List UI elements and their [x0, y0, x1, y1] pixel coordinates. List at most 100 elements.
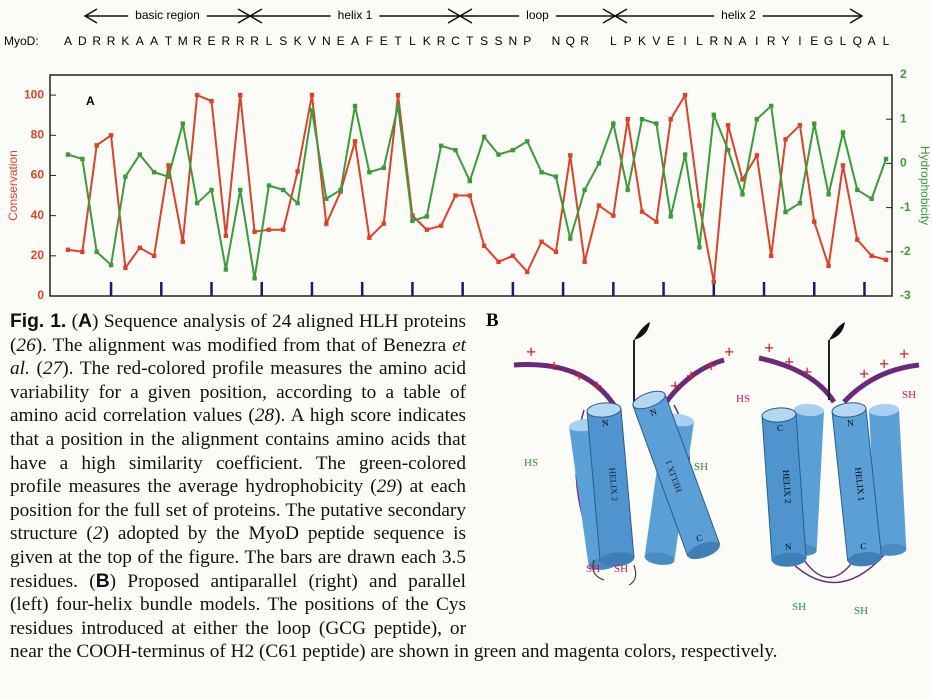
point — [209, 187, 214, 193]
y-tick-label: 0 — [37, 288, 44, 302]
point — [654, 121, 659, 126]
point — [812, 121, 817, 126]
point — [568, 236, 573, 241]
cys-label: HS — [524, 457, 538, 469]
terminus: C — [777, 423, 784, 433]
y2-axis-label: Hydrophobicity — [918, 146, 932, 225]
residue: E — [667, 34, 675, 48]
residue: V — [308, 34, 316, 48]
residue: P — [523, 34, 531, 48]
caption-text: ) Sequence analysis of 24 aligned HLH pr… — [10, 311, 466, 356]
point — [883, 257, 889, 263]
y-axis-label: Conservation — [6, 150, 20, 221]
point — [812, 219, 817, 224]
point — [94, 249, 99, 254]
charge: + — [549, 356, 559, 376]
point — [668, 214, 673, 219]
residue: K — [294, 34, 302, 48]
point — [94, 143, 99, 148]
caption-text: ( — [66, 311, 79, 332]
y-tick-label: 80 — [31, 127, 45, 141]
point — [238, 187, 243, 193]
right-model: HELIX 2 C N HELIX 1 N C HS SH SH SH + + … — [736, 322, 920, 617]
cys-label: SH — [614, 563, 628, 575]
residue: N — [322, 34, 331, 48]
cys-label: HS — [736, 393, 750, 405]
region-label: helix 2 — [721, 8, 756, 22]
residue: R — [437, 34, 446, 48]
point — [223, 233, 229, 238]
caption-text: ) adopted by the MyoD peptide sequence i… — [10, 523, 466, 592]
residue: N — [552, 34, 561, 48]
point — [137, 152, 142, 157]
panel-label: A — [86, 94, 95, 108]
residue: T — [394, 34, 402, 48]
residue: A — [64, 34, 72, 48]
point — [410, 218, 415, 224]
point — [295, 200, 300, 206]
residue: A — [738, 34, 746, 48]
caption-text: 29 — [376, 476, 396, 498]
cys-label: SH — [902, 389, 916, 401]
point — [223, 267, 229, 272]
residue: R — [250, 34, 259, 48]
caption-text: ). A high score indicates that a positio… — [10, 405, 466, 498]
series-line — [67, 103, 887, 279]
y2-tick-label: -2 — [900, 244, 911, 258]
label-bg — [128, 7, 207, 25]
point — [123, 265, 128, 271]
residue: L — [610, 34, 617, 48]
point — [668, 117, 673, 122]
point — [151, 170, 157, 175]
arrow-head — [613, 8, 864, 24]
point — [783, 209, 788, 215]
point — [855, 187, 860, 193]
residue: S — [279, 34, 287, 48]
residue: C — [451, 34, 460, 48]
point — [797, 200, 803, 206]
terminus: N — [785, 541, 793, 551]
terminus: N — [601, 418, 609, 429]
point — [309, 108, 315, 113]
point — [596, 203, 602, 208]
point — [252, 276, 257, 281]
terminus: N — [649, 406, 659, 418]
point — [137, 245, 142, 250]
caption-text: 26 — [16, 334, 36, 356]
point — [869, 253, 874, 259]
point — [266, 227, 272, 232]
point — [108, 262, 114, 268]
cys-label: SH — [854, 605, 868, 617]
point — [238, 92, 243, 98]
residue: A — [136, 34, 144, 48]
point — [568, 153, 573, 158]
residue: L — [696, 34, 703, 48]
point — [539, 239, 544, 244]
residue: Q — [853, 34, 862, 48]
point — [783, 137, 788, 142]
point — [481, 134, 487, 140]
residue: E — [208, 34, 216, 48]
charge: + — [764, 338, 774, 358]
point — [611, 213, 616, 218]
point — [481, 243, 487, 248]
point — [596, 161, 602, 166]
caption-text: ). The alignment was modified from that … — [35, 334, 453, 356]
residue: G — [824, 34, 833, 48]
label-bg — [330, 7, 380, 25]
label-bg — [519, 7, 556, 25]
point — [381, 165, 386, 171]
residue: R — [193, 34, 202, 48]
left-model: HELIX 2 N HELIX 1 N C SH SH HS SH + + + … — [513, 322, 734, 586]
charge: + — [592, 376, 602, 396]
residue: V — [652, 34, 660, 48]
point — [869, 196, 874, 201]
point — [539, 170, 544, 175]
helix-label: HELIX 2 — [781, 469, 793, 503]
point — [281, 227, 286, 232]
point — [352, 103, 358, 109]
residue: E — [337, 34, 345, 48]
residue: R — [709, 34, 718, 48]
caption-text: 28 — [254, 405, 275, 427]
point — [725, 123, 731, 128]
